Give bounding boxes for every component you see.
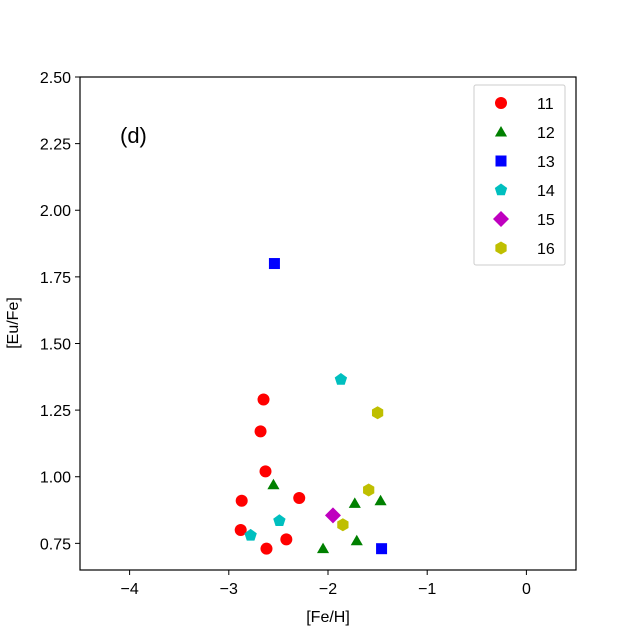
legend: 11 12 13 14 15 16	[473, 84, 566, 266]
legend-label: 16	[537, 241, 555, 258]
legend-marker	[494, 126, 508, 137]
x-tick-label: −1	[418, 581, 436, 598]
data-point	[293, 492, 306, 505]
axis-ticks: −4 −3 −2 −1 0 0.75 1.00 1.25 1.50 1.75 2.00 2.25 2.5…	[40, 70, 531, 598]
data-point	[244, 528, 257, 541]
y-tick-label: 2.25	[40, 137, 71, 154]
y-tick-label: 2.50	[40, 70, 71, 87]
data-point	[268, 258, 280, 270]
legend-item: 13	[495, 154, 555, 171]
data-point	[257, 393, 270, 406]
data-point	[363, 483, 375, 497]
legend-item: 15	[493, 211, 555, 229]
x-axis-label: [Fe/H]	[306, 609, 350, 626]
legend-marker	[493, 211, 509, 227]
legend-item: 16	[495, 241, 555, 258]
legend-item: 14	[494, 183, 555, 200]
legend-label: 14	[537, 183, 555, 200]
panel-label: (d)	[120, 123, 147, 148]
series-16	[337, 406, 384, 532]
data-point	[374, 494, 387, 506]
y-tick-label: 1.00	[40, 470, 71, 487]
series-12	[267, 478, 387, 554]
x-tick-label: 0	[522, 581, 531, 598]
data-point	[337, 518, 349, 532]
legend-item: 11	[495, 96, 554, 113]
y-tick-label: 1.25	[40, 403, 71, 420]
y-tick-label: 1.50	[40, 336, 71, 353]
y-tick-label: 1.75	[40, 270, 71, 287]
series-11	[234, 393, 306, 555]
data-point	[371, 406, 384, 420]
data-point	[324, 507, 341, 524]
legend-marker	[495, 97, 507, 109]
legend-label: 12	[537, 125, 555, 142]
legend-label: 11	[537, 96, 554, 113]
data-point	[235, 494, 248, 507]
data-point	[267, 478, 280, 490]
legend-item: 12	[494, 125, 555, 142]
data-point	[234, 524, 247, 537]
data-point	[273, 514, 286, 526]
legend-label: 13	[537, 154, 555, 171]
series-13	[268, 258, 388, 555]
y-axis-label: [Eu/Fe]	[5, 297, 22, 349]
data-point	[254, 425, 267, 438]
data-point	[259, 465, 272, 478]
x-tick-label: −4	[120, 581, 138, 598]
y-tick-label: 0.75	[40, 536, 71, 553]
plot-frame	[79, 76, 577, 571]
legend-marker	[495, 241, 507, 255]
legend-marker	[495, 155, 507, 167]
y-tick-label: 2.00	[40, 203, 71, 220]
data-point	[334, 372, 348, 385]
data-point	[280, 533, 293, 546]
x-tick-label: −2	[319, 581, 337, 598]
data-point	[316, 542, 330, 554]
data-point	[350, 534, 363, 546]
data-point	[376, 543, 388, 555]
series-14	[244, 372, 348, 541]
legend-label: 15	[537, 212, 555, 229]
data-points	[234, 258, 388, 555]
data-point	[260, 542, 273, 555]
legend-marker	[494, 183, 508, 196]
data-point	[348, 497, 361, 508]
series-15	[324, 507, 341, 524]
x-tick-label: −3	[220, 581, 238, 598]
